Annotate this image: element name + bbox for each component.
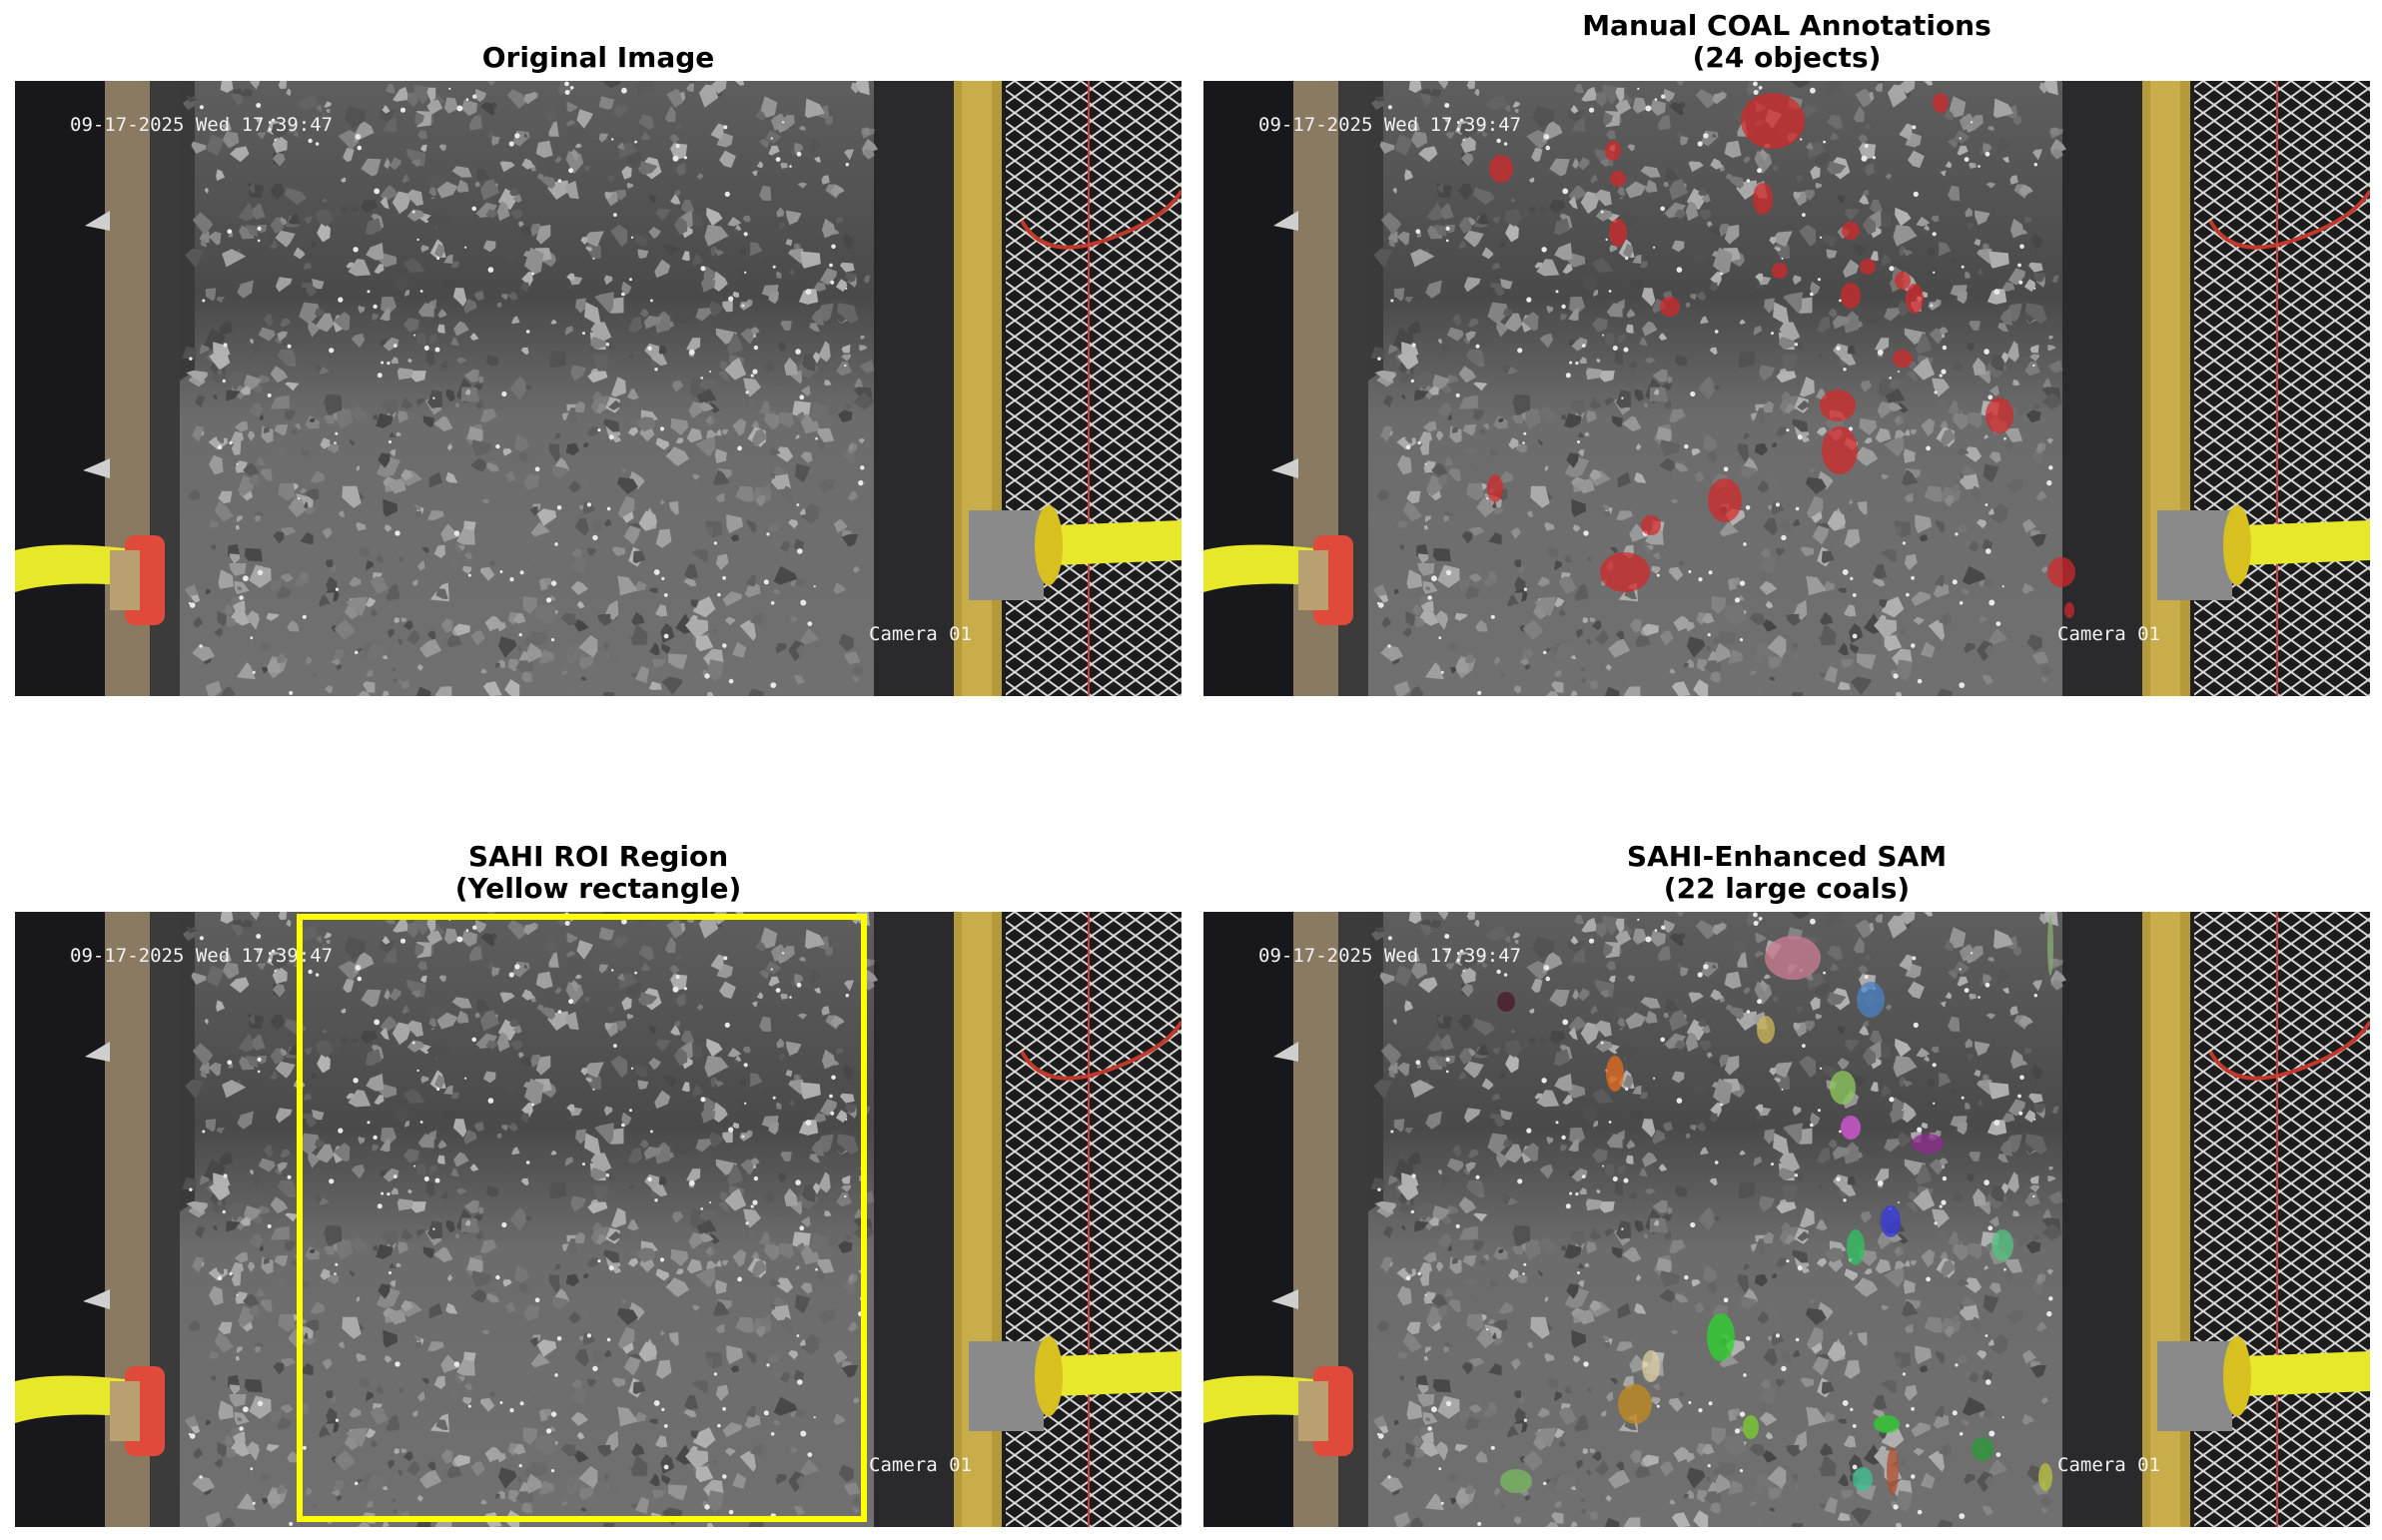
title-line: Manual COAL Annotations bbox=[1582, 9, 1991, 42]
panel-title: SAHI-Enhanced SAM (22 large coals) bbox=[1203, 841, 2370, 905]
coal-annotation bbox=[1609, 219, 1627, 247]
sam-mask bbox=[1757, 1016, 1775, 1044]
sam-mask bbox=[1847, 1229, 1865, 1265]
frame-canvas: 09-17-2025 Wed 17:39:47 Camera 01 bbox=[15, 81, 1182, 696]
red-cable bbox=[2208, 189, 2370, 250]
mesh-fence bbox=[1006, 81, 1182, 696]
sam-mask bbox=[1887, 1447, 1899, 1495]
osd-camera-label: Camera 01 bbox=[869, 623, 972, 645]
sam-mask bbox=[1830, 1071, 1856, 1105]
coal-texture bbox=[1370, 81, 2066, 696]
osd-timestamp: 09-17-2025 Wed 17:39:47 bbox=[1258, 114, 1521, 136]
sam-mask bbox=[1881, 1205, 1901, 1237]
coal-annotation bbox=[1860, 259, 1876, 275]
coal-annotation bbox=[1487, 474, 1503, 502]
camera-frame: 09-17-2025 Wed 17:39:47 Camera 01 bbox=[15, 912, 1182, 1527]
sam-mask bbox=[1707, 1313, 1735, 1361]
title-line: SAHI-Enhanced SAM bbox=[1626, 840, 1948, 873]
roi-rectangle bbox=[297, 914, 867, 1522]
coal-annotation bbox=[1895, 272, 1911, 290]
title-line: (22 large coals) bbox=[1663, 872, 1911, 905]
frame-canvas: 09-17-2025 Wed 17:39:47 Camera 01 bbox=[1203, 81, 2370, 696]
coal-annotation bbox=[1660, 297, 1680, 317]
red-cable bbox=[1020, 1020, 1182, 1081]
yellow-hose bbox=[1203, 1375, 1313, 1423]
coal-texture bbox=[1370, 912, 2066, 1527]
sam-mask bbox=[1618, 1384, 1652, 1424]
sam-mask bbox=[1841, 1116, 1861, 1140]
coal-annotation bbox=[1841, 283, 1861, 309]
coal-annotation bbox=[1842, 222, 1860, 240]
manual-annotations bbox=[1487, 93, 2075, 618]
sam-mask bbox=[1500, 1469, 1532, 1493]
coal-texture bbox=[182, 912, 878, 1527]
right-rail bbox=[874, 81, 954, 696]
sam-mask bbox=[1743, 1415, 1759, 1439]
right-rail bbox=[2062, 81, 2142, 696]
frame-canvas: 09-17-2025 Wed 17:39:47 Camera 01 bbox=[1203, 912, 2370, 1527]
coal-annotation bbox=[1641, 515, 1661, 535]
mesh-fence bbox=[2194, 81, 2370, 696]
camera-frame: 09-17-2025 Wed 17:39:47 Camera 01 bbox=[15, 81, 1182, 696]
camera-frame: 09-17-2025 Wed 17:39:47 Camera 01 bbox=[1203, 81, 2370, 696]
panel-title: Manual COAL Annotations (24 objects) bbox=[1203, 10, 2370, 74]
mesh-fence bbox=[1006, 912, 1182, 1527]
coal-texture bbox=[182, 81, 878, 696]
right-rail bbox=[874, 912, 954, 1527]
osd-timestamp: 09-17-2025 Wed 17:39:47 bbox=[70, 114, 333, 136]
sam-mask bbox=[1874, 1415, 1900, 1433]
sam-mask bbox=[2047, 916, 2053, 976]
sam-masks bbox=[1497, 916, 2053, 1495]
coal-annotation bbox=[1985, 397, 2013, 433]
sam-mask bbox=[1606, 1056, 1624, 1092]
coal-annotation bbox=[1820, 389, 1856, 421]
camera-frame: 09-17-2025 Wed 17:39:47 Camera 01 bbox=[1203, 912, 2370, 1527]
title-line: (24 objects) bbox=[1692, 41, 1882, 74]
sam-mask bbox=[1857, 982, 1885, 1018]
sam-mask bbox=[1642, 1350, 1660, 1382]
frame-canvas: 09-17-2025 Wed 17:39:47 Camera 01 bbox=[15, 912, 1182, 1527]
coal-annotation bbox=[1893, 350, 1913, 368]
yellow-hose bbox=[1203, 544, 1313, 592]
osd-timestamp: 09-17-2025 Wed 17:39:47 bbox=[1258, 945, 1521, 967]
yellow-hose bbox=[15, 1375, 125, 1423]
coal-annotation bbox=[1906, 284, 1924, 314]
title-line: (Yellow rectangle) bbox=[454, 872, 742, 905]
red-cable bbox=[1020, 189, 1182, 250]
osd-camera-label: Camera 01 bbox=[869, 1454, 972, 1476]
coal-annotation bbox=[1753, 183, 1773, 215]
coal-annotation bbox=[1822, 426, 1858, 474]
sam-mask bbox=[2038, 1463, 2052, 1491]
title-line: Original Image bbox=[481, 41, 715, 74]
red-cable bbox=[2208, 1020, 2370, 1081]
coal-annotation bbox=[1489, 155, 1513, 183]
coal-annotation bbox=[1610, 171, 1626, 187]
sam-mask bbox=[1765, 936, 1821, 980]
mesh-fence bbox=[2194, 912, 2370, 1527]
right-rail bbox=[2062, 912, 2142, 1527]
coal-annotation bbox=[1741, 93, 1805, 149]
sam-mask bbox=[1991, 1229, 2013, 1261]
coal-annotation bbox=[1600, 552, 1650, 592]
sam-mask bbox=[1853, 1467, 1873, 1491]
yellow-hose bbox=[15, 544, 125, 592]
sam-mask bbox=[1497, 992, 1515, 1012]
coal-annotation bbox=[1933, 93, 1949, 113]
title-line: SAHI ROI Region bbox=[467, 840, 729, 873]
osd-timestamp: 09-17-2025 Wed 17:39:47 bbox=[70, 945, 333, 967]
coal-annotation bbox=[1772, 263, 1788, 279]
osd-camera-label: Camera 01 bbox=[2057, 1454, 2160, 1476]
panel-title: Original Image bbox=[15, 42, 1182, 74]
panel-title: SAHI ROI Region (Yellow rectangle) bbox=[15, 841, 1182, 905]
coal-annotation bbox=[1605, 141, 1621, 161]
coal-annotation bbox=[2064, 602, 2074, 618]
osd-camera-label: Camera 01 bbox=[2057, 623, 2160, 645]
sam-mask bbox=[1912, 1134, 1944, 1154]
coal-annotation bbox=[1708, 478, 1742, 522]
sam-mask bbox=[1972, 1437, 1993, 1461]
coal-annotation bbox=[2047, 557, 2075, 587]
